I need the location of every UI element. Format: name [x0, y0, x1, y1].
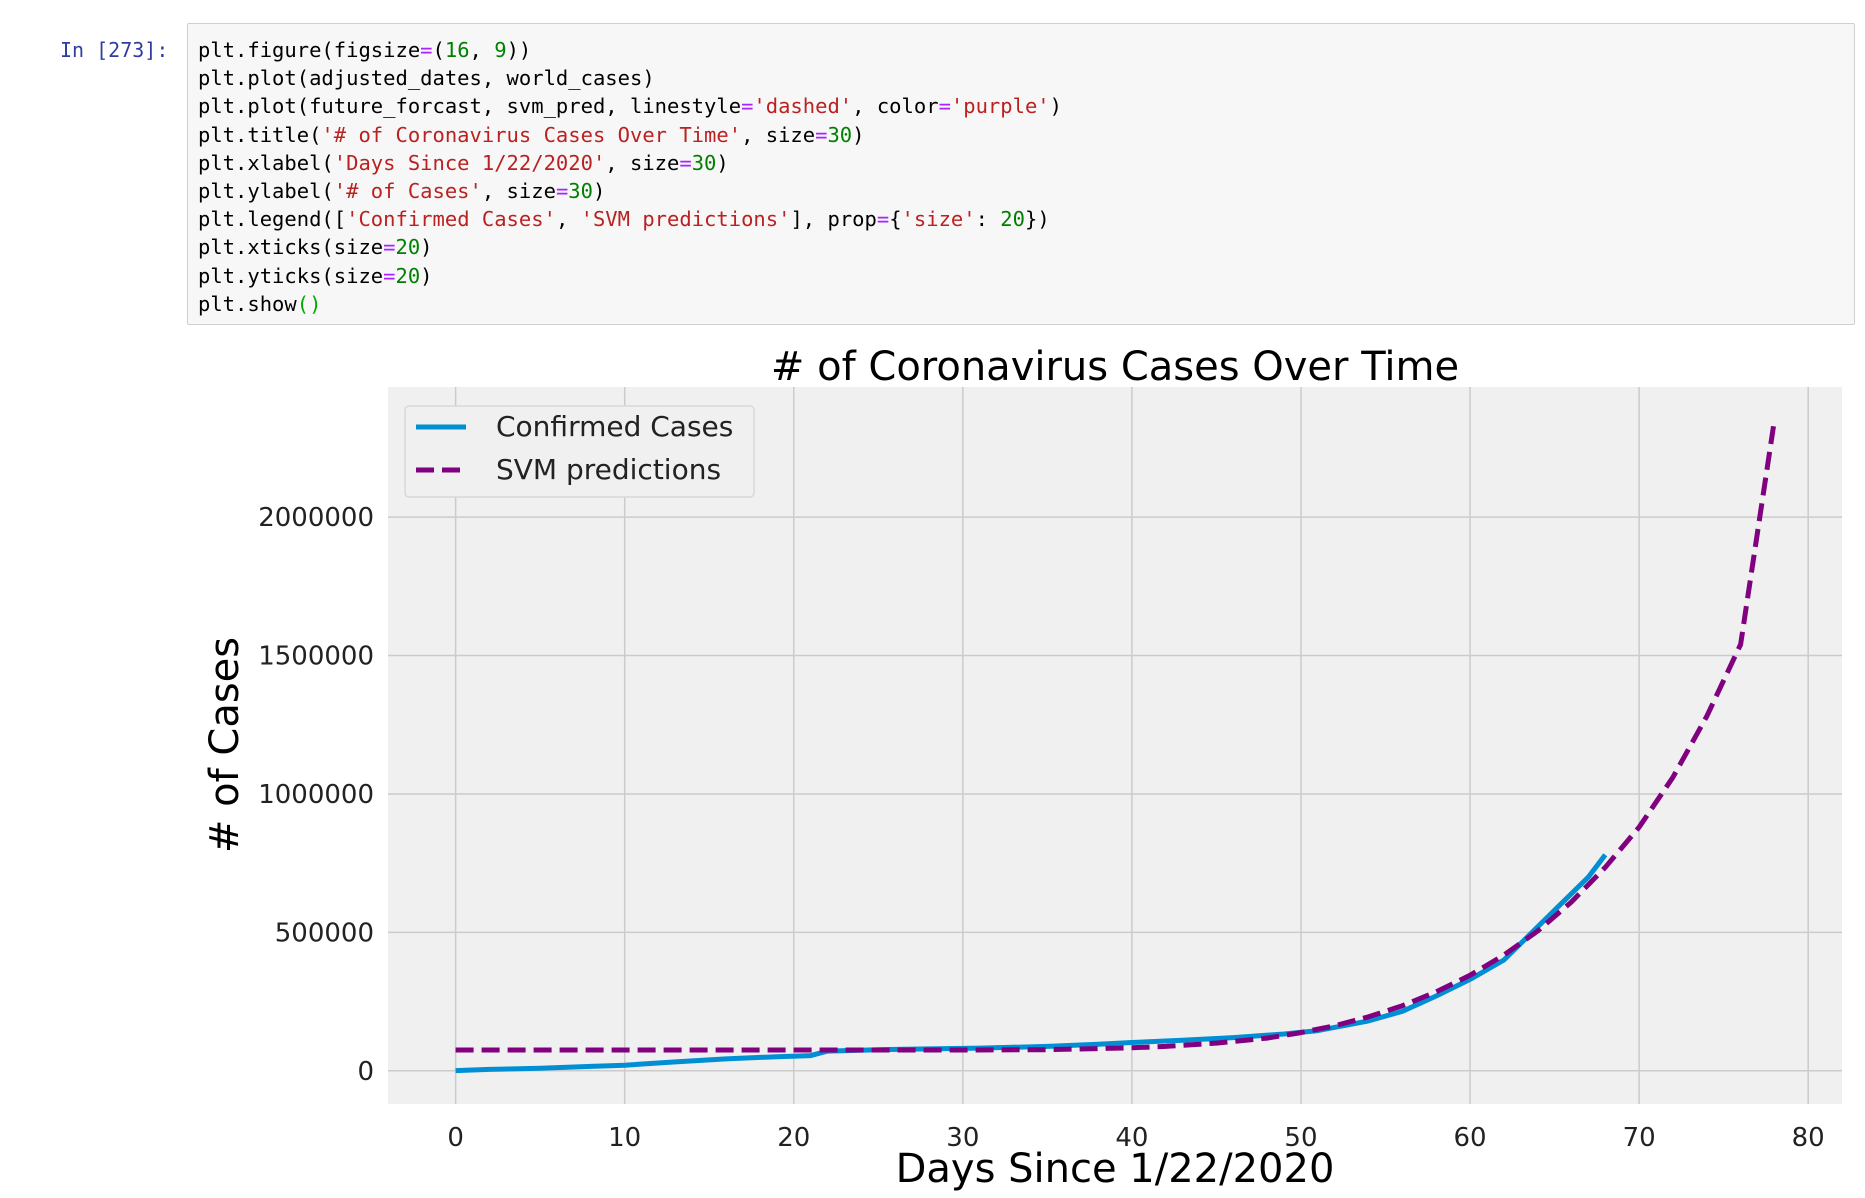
code-token: ,: [555, 207, 581, 232]
code-token: , color: [852, 94, 939, 119]
x-tick-label: 80: [1792, 1123, 1825, 1153]
code-token: }): [1024, 207, 1050, 232]
code-token: '# of Cases': [333, 179, 482, 204]
code-token: 30: [568, 179, 593, 204]
code-editor[interactable]: plt.figure(figsize=(16, 9)) plt.plot(adj…: [187, 23, 1855, 325]
code-token: ): [716, 150, 729, 175]
code-token: {: [889, 207, 902, 232]
chart-title: # of Coronavirus Cases Over Time: [771, 344, 1459, 390]
series-lines: [455, 419, 1777, 1074]
code-token: =: [383, 263, 396, 288]
code-token: (): [296, 291, 322, 316]
code-token: 'size': [901, 207, 976, 232]
code-token: ], prop: [790, 207, 877, 232]
code-token: :: [975, 207, 1001, 232]
y-tick-label: 2000000: [258, 503, 374, 533]
code-token: ): [420, 235, 433, 260]
legend-label-confirmed: Confirmed Cases: [496, 410, 733, 443]
y-tick-label: 1500000: [258, 642, 374, 672]
code-token: , size: [741, 122, 816, 147]
code-token: ,: [469, 38, 495, 62]
code-token: 'dashed': [753, 94, 853, 119]
code-token: 'purple': [950, 94, 1050, 119]
code-token: plt.xticks(size: [198, 235, 384, 260]
code-token: ): [852, 122, 865, 147]
x-tick-label: 30: [946, 1123, 979, 1153]
grid-lines: [388, 387, 1842, 1104]
x-tick-label: 50: [1284, 1123, 1317, 1153]
code-token: 9: [494, 38, 507, 62]
code-token: 'SVM predictions': [580, 207, 791, 232]
code-token: plt.title(: [198, 122, 322, 147]
x-tick-label: 20: [777, 1123, 810, 1153]
code-token: =: [420, 38, 433, 62]
code-token: '# of Coronavirus Cases Over Time': [321, 122, 742, 147]
legend-label-svm: SVM predictions: [496, 453, 721, 486]
series-line-confirmed-cases: [455, 853, 1608, 1074]
code-token: plt.plot(future_forcast, svm_pred, lines…: [198, 94, 742, 119]
code-token: ): [592, 179, 606, 204]
x-tick-label: 40: [1115, 1123, 1148, 1153]
code-token: 30: [827, 122, 853, 147]
y-tick-labels: 0 500000 1000000 1500000 2000000: [258, 503, 374, 1087]
x-tick-label: 10: [608, 1123, 641, 1153]
code-token: plt.ylabel(: [198, 179, 334, 204]
code-token: , size: [605, 150, 680, 175]
code-token: 20: [395, 235, 421, 260]
y-tick-label: 500000: [275, 918, 374, 948]
code-token: plt.legend([: [198, 207, 347, 232]
line-chart: 0 10 20 30 40 50 60 70 80 0 500000 1000000 1500000 2…: [202, 344, 1842, 1192]
code-token: =: [555, 179, 569, 204]
code-token: =: [815, 122, 828, 147]
code-token: plt.figure(figsize: [198, 38, 421, 62]
code-token: 'Confirmed Cases': [346, 207, 556, 232]
code-token: =: [383, 235, 396, 260]
y-tick-label: 1000000: [258, 780, 374, 810]
code-token: plt.show: [198, 291, 297, 316]
code-text[interactable]: plt.figure(figsize=(16, 9)) plt.plot(adj…: [188, 24, 1854, 330]
code-token: =: [938, 94, 951, 119]
code-token: 20: [1000, 207, 1025, 232]
code-token: plt.xlabel(: [198, 150, 334, 175]
x-tick-label: 0: [447, 1123, 464, 1153]
legend-box: [404, 405, 755, 498]
y-axis-label: # of Cases: [202, 637, 248, 853]
y-tick-label: 0: [357, 1057, 374, 1087]
code-token: =: [741, 94, 754, 119]
code-token: ): [420, 263, 433, 288]
code-token: )): [506, 38, 532, 62]
x-axis-label: Days Since 1/22/2020: [896, 1146, 1335, 1192]
code-token: ): [1049, 94, 1062, 119]
code-token: =: [679, 150, 692, 175]
plot-area: [388, 387, 1842, 1104]
x-tick-label: 60: [1453, 1123, 1486, 1153]
code-token: , size: [481, 179, 556, 204]
code-token: 'Days Since 1/22/2020': [333, 150, 606, 175]
code-token: plt.yticks(size: [198, 263, 384, 288]
code-token: 16: [444, 38, 470, 62]
code-token: 20: [395, 263, 421, 288]
code-token: =: [876, 207, 890, 232]
code-token: 30: [691, 150, 717, 175]
code-token: plt.plot(adjusted_dates, world_cases): [198, 66, 655, 91]
x-tick-label: 70: [1623, 1123, 1656, 1153]
x-tick-labels: 0 10 20 30 40 50 60 70 80: [447, 1123, 1824, 1153]
cell-prompt: In [273]:: [60, 38, 169, 62]
code-token: (: [432, 38, 445, 62]
legend: Confirmed Cases SVM predictions: [404, 405, 755, 498]
series-line-svm-predictions: [455, 419, 1777, 1053]
